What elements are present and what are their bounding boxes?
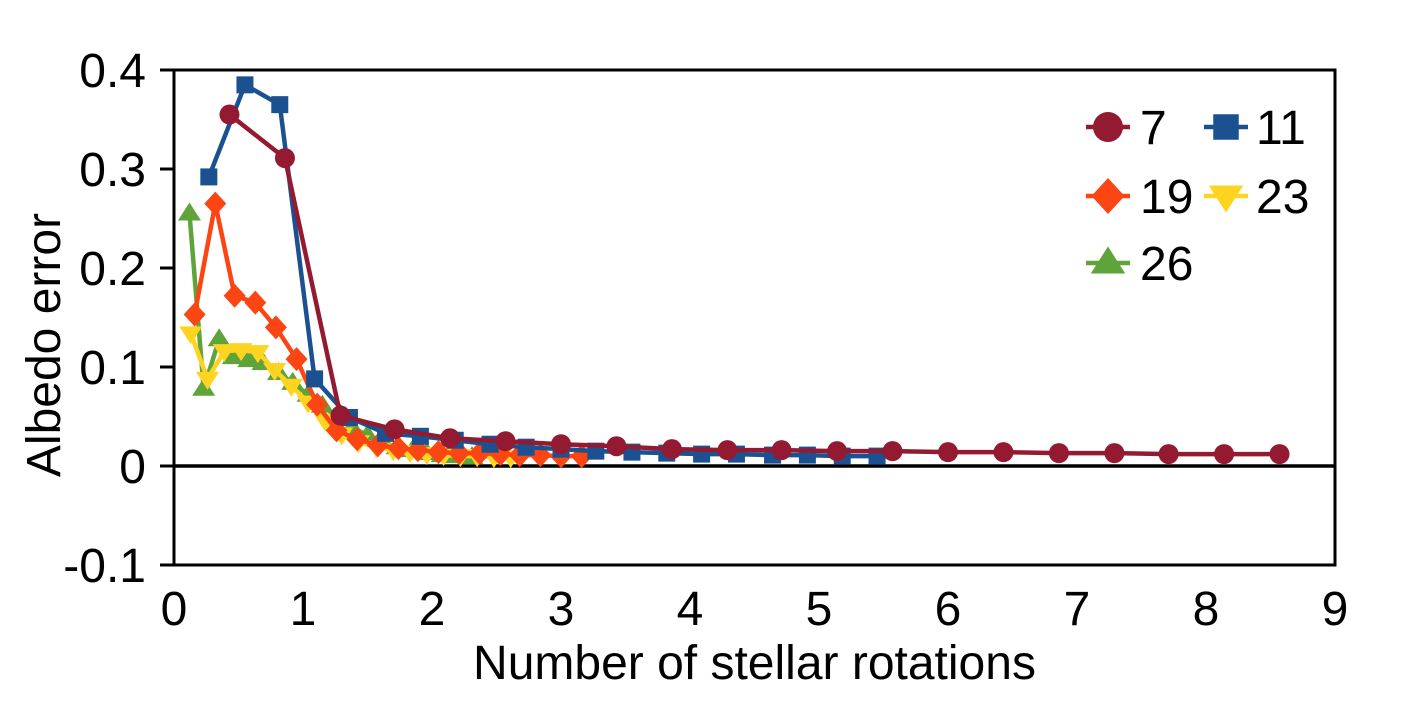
x-axis-title: Number of stellar rotations xyxy=(473,637,1036,690)
series-23-marker xyxy=(179,326,203,345)
y-tick-label: 0.1 xyxy=(79,342,146,395)
series-19-marker xyxy=(387,436,410,461)
series-7-marker xyxy=(274,148,295,169)
series-7-marker xyxy=(1269,444,1290,465)
series-11-marker xyxy=(306,370,324,388)
legend-7-label: 7 xyxy=(1140,102,1167,155)
series-7-marker xyxy=(1048,443,1069,464)
series-7-marker xyxy=(384,419,405,440)
series-19-marker xyxy=(204,191,227,216)
series-23-marker xyxy=(279,378,303,397)
legend-19-label: 19 xyxy=(1140,171,1193,224)
series-7-marker xyxy=(938,442,958,463)
series-7-marker xyxy=(827,441,848,462)
series-19-marker xyxy=(244,290,267,315)
x-tick-label: 3 xyxy=(548,583,575,636)
x-tick-label: 1 xyxy=(290,583,317,636)
x-tick-label: 8 xyxy=(1193,583,1220,636)
series-26-marker xyxy=(237,349,261,368)
series-7-marker xyxy=(551,434,571,455)
series-23-marker xyxy=(263,362,287,381)
legend-23-label: 23 xyxy=(1256,171,1309,224)
series-11-marker xyxy=(236,76,254,94)
legend-23-marker xyxy=(1208,185,1244,213)
series-23-marker xyxy=(212,344,236,363)
y-tick-label: 0.4 xyxy=(79,45,146,98)
series-7-marker xyxy=(993,442,1014,463)
series-26-marker xyxy=(207,328,231,347)
series-19-marker xyxy=(264,315,287,340)
y-tick-label: 0.2 xyxy=(79,243,146,296)
series-23-marker xyxy=(313,413,337,432)
series-19-marker xyxy=(346,427,369,452)
series-7-marker xyxy=(495,431,516,452)
series-23-marker xyxy=(196,371,220,390)
series-26-marker xyxy=(177,202,201,221)
series-7-marker xyxy=(1158,444,1179,465)
series-7-marker xyxy=(330,405,351,426)
series-7-marker xyxy=(882,441,903,462)
x-tick-label: 9 xyxy=(1322,583,1349,636)
legend-7-marker xyxy=(1093,112,1123,142)
series-19-line xyxy=(192,201,584,459)
series-7-marker xyxy=(1104,443,1125,464)
x-tick-label: 2 xyxy=(419,583,446,636)
series-7-marker xyxy=(771,440,792,461)
legend-26-label: 26 xyxy=(1140,238,1193,291)
series-7-marker xyxy=(606,436,627,457)
series-26-marker xyxy=(221,346,245,365)
legend-11-label: 11 xyxy=(1256,102,1306,155)
series-19-marker xyxy=(306,392,329,417)
x-tick-label: 4 xyxy=(677,583,704,636)
legend-26-marker xyxy=(1090,246,1126,274)
series-7-marker xyxy=(440,428,461,449)
series-7-marker xyxy=(661,439,682,460)
x-tick-label: 5 xyxy=(806,583,833,636)
series-11-marker xyxy=(200,168,218,186)
series-23-marker xyxy=(229,343,253,362)
series-19-marker xyxy=(183,302,206,327)
x-tick-label: 6 xyxy=(935,583,962,636)
x-tick-label: 0 xyxy=(161,583,188,636)
y-tick-label: -0.1 xyxy=(63,540,146,593)
series-7-marker xyxy=(1214,444,1235,465)
series-11-marker xyxy=(271,96,289,114)
y-tick-label: 0.3 xyxy=(79,144,146,197)
series-7-line xyxy=(227,112,1282,457)
legend-11-marker xyxy=(1213,114,1239,140)
series-7-marker xyxy=(219,104,240,125)
plot-border xyxy=(172,68,1337,567)
legend-19-marker xyxy=(1091,178,1125,214)
y-axis-title: Albedo error xyxy=(18,212,71,478)
x-tick-label: 7 xyxy=(1064,583,1091,636)
series-7-marker xyxy=(717,440,738,461)
series-26-marker xyxy=(192,377,216,396)
series-19-marker xyxy=(223,283,246,308)
series-19-marker xyxy=(285,347,308,372)
series-23-marker xyxy=(246,345,270,364)
y-tick-label: 0 xyxy=(119,441,146,494)
